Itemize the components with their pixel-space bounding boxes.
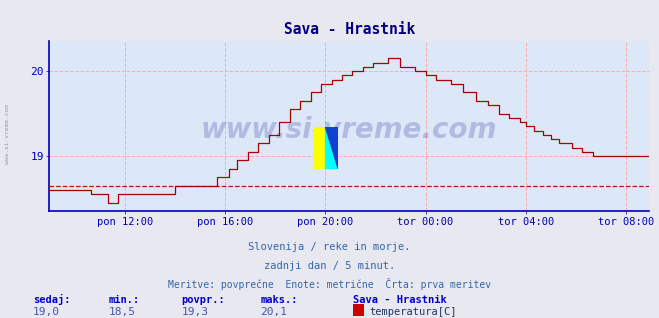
Text: 18,5: 18,5: [109, 308, 136, 317]
Text: povpr.:: povpr.:: [181, 295, 225, 305]
Text: sedaj:: sedaj:: [33, 294, 71, 305]
Text: Slovenija / reke in morje.: Slovenija / reke in morje.: [248, 242, 411, 252]
Text: temperatura[C]: temperatura[C]: [370, 308, 457, 317]
Text: www.si-vreme.com: www.si-vreme.com: [5, 104, 11, 163]
Text: maks.:: maks.:: [260, 295, 298, 305]
Text: 19,3: 19,3: [181, 308, 208, 317]
Text: 19,0: 19,0: [33, 308, 60, 317]
Title: Sava - Hrastnik: Sava - Hrastnik: [283, 22, 415, 38]
Text: Sava - Hrastnik: Sava - Hrastnik: [353, 295, 446, 305]
Text: zadnji dan / 5 minut.: zadnji dan / 5 minut.: [264, 261, 395, 271]
Polygon shape: [326, 127, 338, 169]
Text: Meritve: povprečne  Enote: metrične  Črta: prva meritev: Meritve: povprečne Enote: metrične Črta:…: [168, 278, 491, 290]
Text: www.si-vreme.com: www.si-vreme.com: [201, 116, 498, 144]
Polygon shape: [326, 127, 338, 169]
Text: min.:: min.:: [109, 295, 140, 305]
Polygon shape: [313, 127, 326, 169]
Text: 20,1: 20,1: [260, 308, 287, 317]
